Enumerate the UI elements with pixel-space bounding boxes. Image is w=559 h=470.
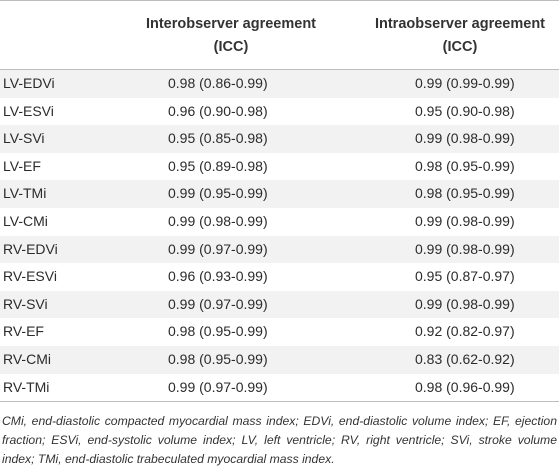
row-label: LV-TMi: [3, 185, 47, 202]
table-bottom-rule: [0, 401, 559, 403]
row-label: LV-SVi: [3, 130, 45, 147]
table-row: RV-EF 0.98 (0.95-0.99) 0.92 (0.82-0.97): [0, 318, 559, 346]
table-header: Interobserver agreement (ICC) Intraobser…: [0, 0, 559, 70]
header-interobserver: Interobserver agreement (ICC): [145, 16, 317, 55]
intraobserver-value: 0.83 (0.62-0.92): [415, 350, 515, 367]
intraobserver-value: 0.99 (0.98-0.99): [415, 212, 515, 229]
interobserver-value: 0.99 (0.98-0.99): [168, 212, 268, 229]
table-row: RV-SVi 0.99 (0.97-0.99) 0.99 (0.98-0.99): [0, 290, 559, 319]
table-body: LV-EDVi 0.98 (0.86-0.99) 0.99 (0.99-0.99) L…: [0, 70, 559, 401]
table-row: LV-TMi 0.99 (0.95-0.99) 0.98 (0.95-0.99): [0, 180, 559, 208]
table-row: LV-ESVi 0.96 (0.90-0.98) 0.95 (0.90-0.98): [0, 98, 559, 126]
table-row: RV-CMi 0.98 (0.95-0.99) 0.83 (0.62-0.92): [0, 345, 559, 374]
table-row: RV-EDVi 0.99 (0.97-0.99) 0.99 (0.98-0.99): [0, 235, 559, 264]
row-label: RV-SVi: [3, 295, 48, 312]
interobserver-value: 0.96 (0.90-0.98): [168, 102, 268, 119]
interobserver-value: 0.98 (0.95-0.99): [168, 323, 268, 340]
row-label: RV-EDVi: [3, 240, 58, 257]
interobserver-value: 0.99 (0.97-0.99): [168, 295, 268, 312]
row-label: RV-TMi: [3, 378, 50, 395]
row-label: LV-EF: [3, 157, 41, 174]
interobserver-value: 0.98 (0.86-0.99): [168, 75, 268, 91]
table-row: LV-EDVi 0.98 (0.86-0.99) 0.99 (0.99-0.99): [0, 70, 559, 98]
row-label: LV-ESVi: [3, 102, 54, 119]
row-label: RV-ESVi: [3, 268, 57, 285]
row-label: LV-CMi: [3, 212, 48, 229]
intraobserver-value: 0.99 (0.98-0.99): [415, 240, 515, 257]
intraobserver-value: 0.92 (0.82-0.97): [415, 323, 515, 340]
interobserver-value: 0.98 (0.95-0.99): [168, 350, 268, 367]
interobserver-value: 0.99 (0.97-0.99): [168, 378, 268, 395]
table-footnote: CMi, end-diastolic compacted myocardial …: [2, 414, 557, 467]
intraobserver-value: 0.98 (0.96-0.99): [415, 378, 515, 395]
table-row: LV-SVi 0.95 (0.85-0.98) 0.99 (0.98-0.99): [0, 125, 559, 153]
table-row: RV-TMi 0.99 (0.97-0.99) 0.98 (0.96-0.99): [0, 374, 559, 402]
row-label: RV-EF: [3, 323, 44, 340]
intraobserver-value: 0.99 (0.98-0.99): [415, 130, 515, 147]
interobserver-value: 0.99 (0.97-0.99): [168, 240, 268, 257]
header-intraobserver: Intraobserver agreement (ICC): [374, 16, 546, 55]
intraobserver-value: 0.99 (0.99-0.99): [415, 75, 515, 91]
intraobserver-value: 0.95 (0.90-0.98): [415, 102, 515, 119]
interobserver-value: 0.99 (0.95-0.99): [168, 185, 268, 202]
intraobserver-value: 0.95 (0.87-0.97): [415, 268, 515, 285]
interobserver-value: 0.95 (0.89-0.98): [168, 157, 268, 174]
table-row: LV-EF 0.95 (0.89-0.98) 0.98 (0.95-0.99): [0, 153, 559, 181]
interobserver-value: 0.96 (0.93-0.99): [168, 268, 268, 285]
intraobserver-value: 0.98 (0.95-0.99): [415, 157, 515, 174]
table-row: RV-ESVi 0.96 (0.93-0.99) 0.95 (0.87-0.97): [0, 263, 559, 291]
interobserver-value: 0.95 (0.85-0.98): [168, 130, 268, 147]
intraobserver-value: 0.99 (0.98-0.99): [415, 295, 515, 312]
row-label: LV-EDVi: [3, 75, 55, 91]
intraobserver-value: 0.98 (0.95-0.99): [415, 185, 515, 202]
row-label: RV-CMi: [3, 350, 51, 367]
table-row: LV-CMi 0.99 (0.98-0.99) 0.99 (0.98-0.99): [0, 208, 559, 236]
